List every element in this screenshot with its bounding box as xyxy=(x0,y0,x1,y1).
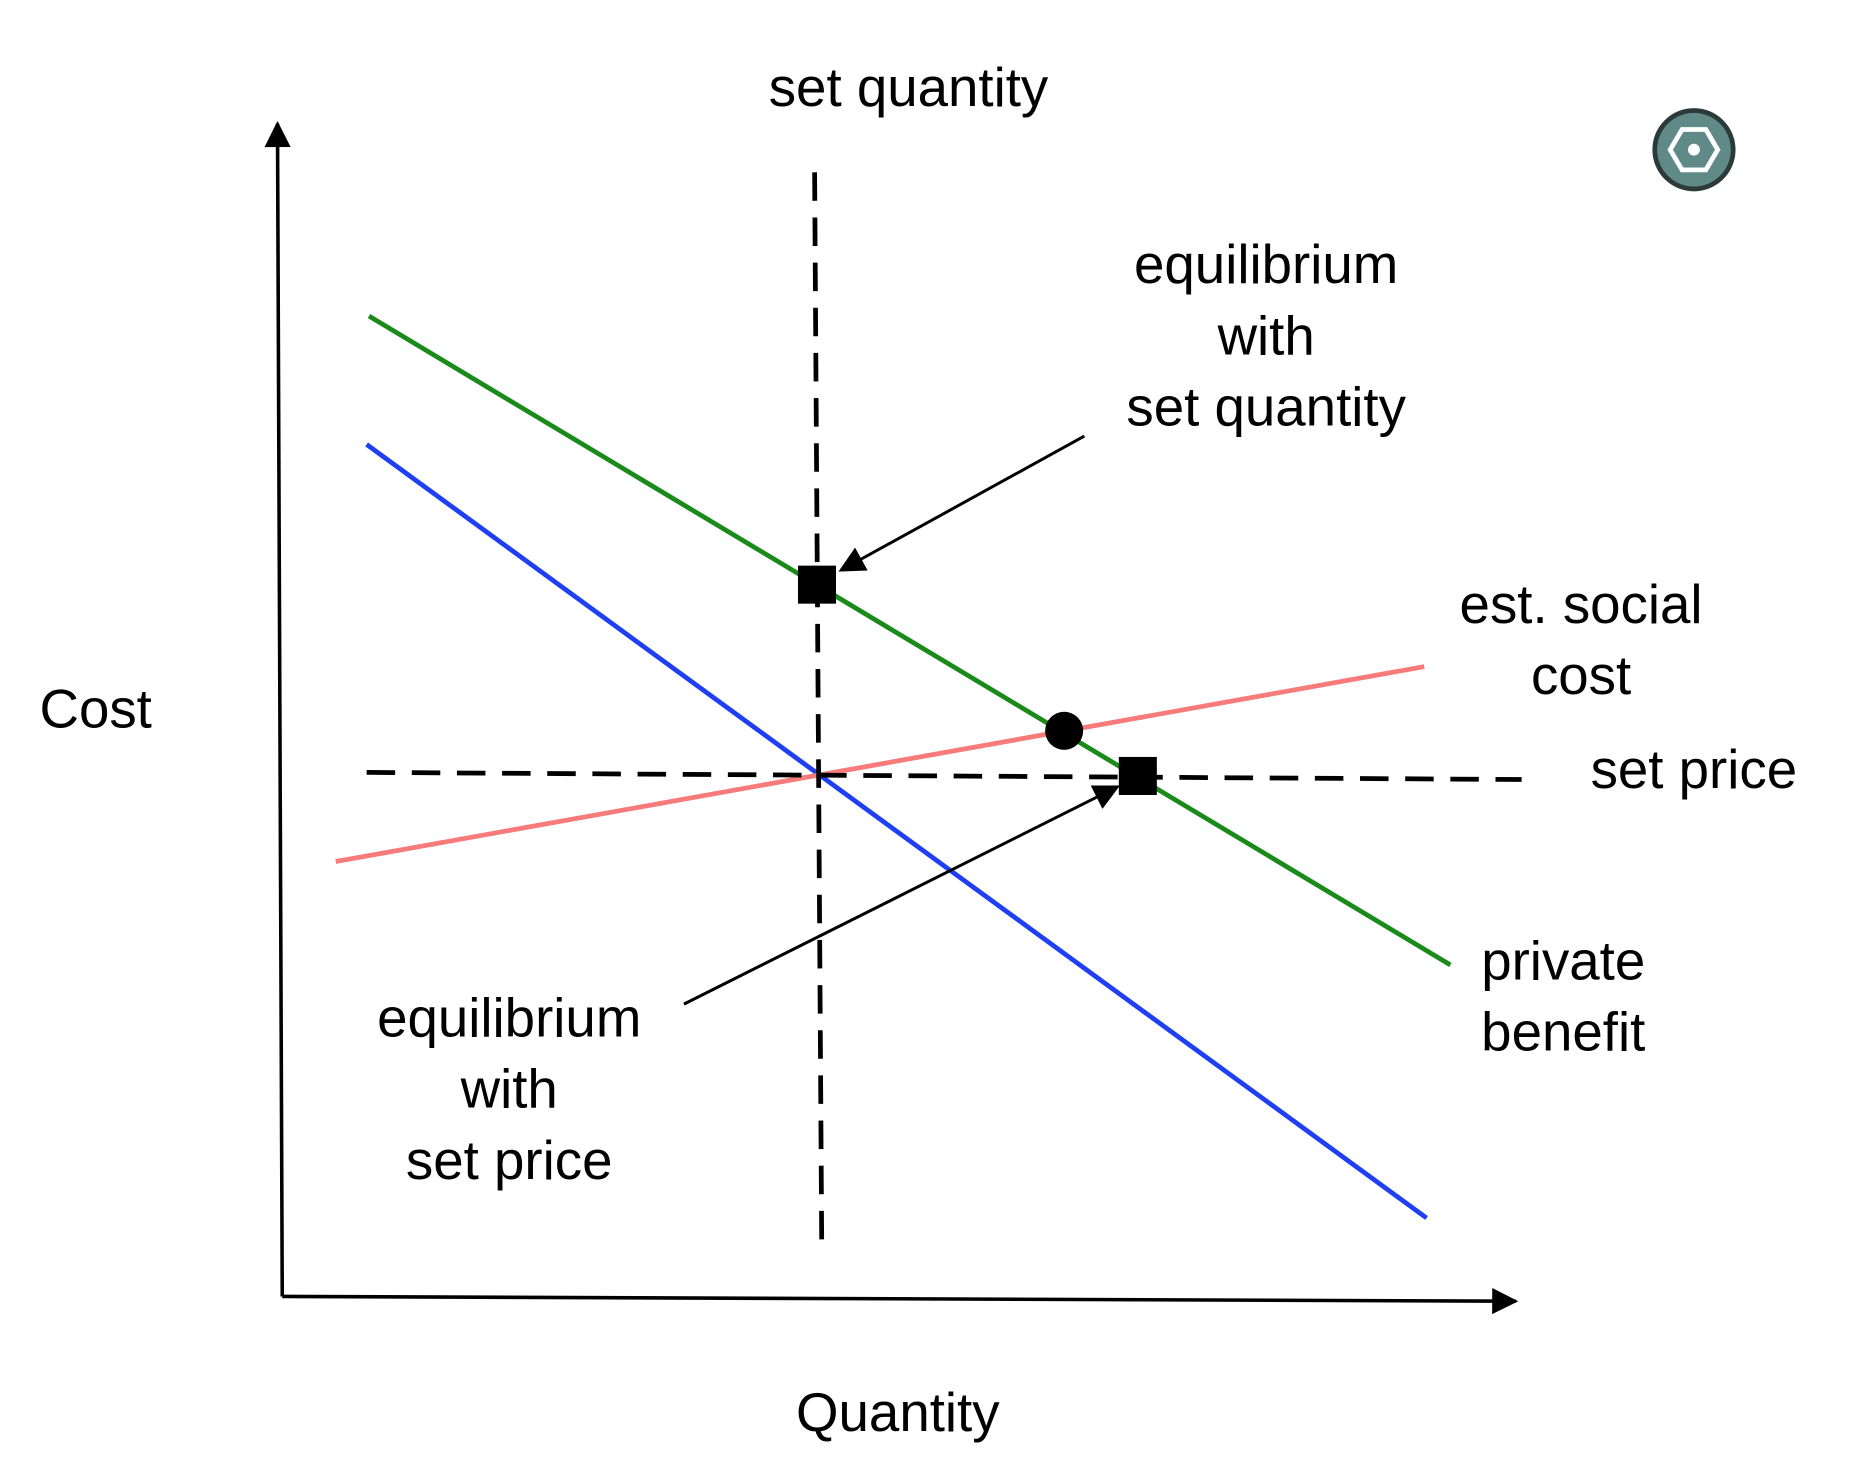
annotation-text: with xyxy=(460,1059,558,1120)
annotation-text: equilibrium xyxy=(1134,234,1398,295)
equilibrium-quantity-point xyxy=(797,565,837,604)
equilibrium-price-point xyxy=(1118,756,1157,795)
blue-line xyxy=(365,442,1428,1220)
annotation-arrow xyxy=(838,434,1086,572)
set-price-line xyxy=(366,770,1522,782)
set-price-label: set price xyxy=(1591,739,1798,800)
y-axis-label: Cost xyxy=(39,678,151,739)
curve-label: cost xyxy=(1531,645,1631,706)
set-quantity-label: set quantity xyxy=(769,57,1049,118)
x-axis xyxy=(282,1288,1519,1315)
annotation-text: equilibrium xyxy=(377,987,641,1048)
annotation-text: set price xyxy=(406,1130,613,1191)
private-benefit-line xyxy=(367,314,1452,967)
curve-label: private xyxy=(1481,930,1645,991)
annotation-text: set quantity xyxy=(1126,377,1406,438)
annotation-text: with xyxy=(1217,305,1315,366)
annotation-arrow xyxy=(683,785,1120,1006)
x-axis-label: Quantity xyxy=(796,1382,1000,1443)
icon-hexagon xyxy=(1667,127,1721,173)
set-quantity-line xyxy=(812,172,825,1248)
social-cost-line xyxy=(335,664,1425,864)
curve-label: benefit xyxy=(1481,1002,1645,1063)
settings-button[interactable] xyxy=(1652,108,1736,192)
y-axis xyxy=(264,120,291,1297)
optimum-point xyxy=(1045,711,1084,750)
icon-dot xyxy=(1688,143,1700,156)
curve-label: est. social xyxy=(1460,574,1703,635)
